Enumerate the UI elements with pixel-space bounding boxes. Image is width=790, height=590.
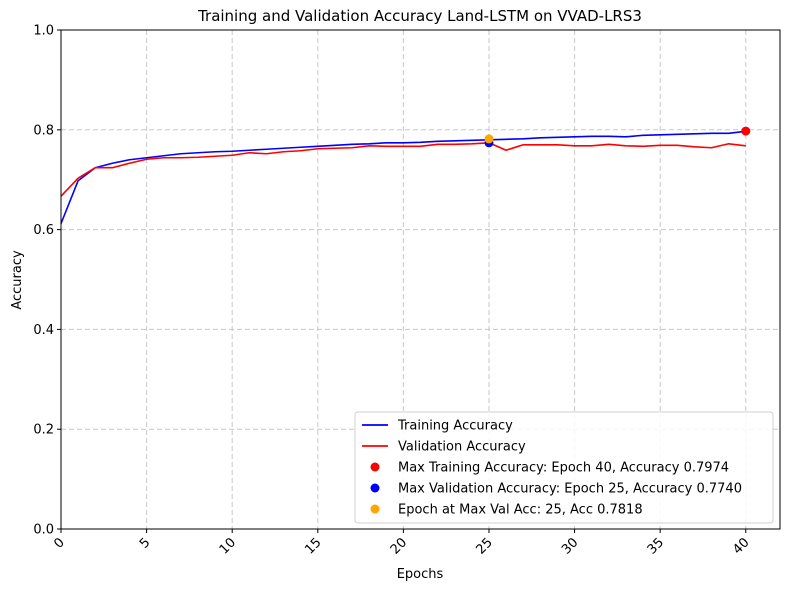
y-tick-label: 0.8	[33, 123, 54, 138]
x-tick-label: 30	[559, 535, 581, 557]
legend-label: Max Validation Accuracy: Epoch 25, Accur…	[398, 482, 742, 497]
series-lines	[60, 130, 746, 224]
x-axis-title: Epochs	[397, 567, 444, 582]
y-tick-label: 0.0	[33, 523, 54, 538]
x-tick-label: 10	[217, 535, 239, 557]
plot-frame	[60, 29, 781, 530]
x-tick-label: 5	[137, 535, 153, 551]
chart-title: Training and Validation Accuracy Land-LS…	[197, 7, 642, 25]
grid	[60, 30, 780, 529]
marker-point-0	[741, 126, 751, 136]
y-axis-ticks: 0.0 0.2 0.4 0.6 0.8 1.0	[33, 24, 61, 538]
y-tick-label: 0.6	[33, 223, 54, 238]
y-tick-label: 1.0	[33, 24, 54, 39]
x-tick-label: 25	[473, 535, 495, 557]
x-axis-ticks: 0 5 10 15 20 25 30 35 40	[51, 529, 753, 558]
legend-label: Validation Accuracy	[398, 440, 526, 455]
series-line-0	[60, 130, 746, 224]
y-tick-label: 0.4	[33, 323, 54, 338]
legend-label: Max Training Accuracy: Epoch 40, Accurac…	[398, 461, 729, 476]
legend-swatch-dot	[370, 462, 380, 472]
y-axis-title: Accuracy	[10, 250, 25, 310]
legend-swatch-dot	[370, 504, 380, 514]
highlight-markers	[484, 126, 751, 148]
legend-label: Epoch at Max Val Acc: 25, Acc 0.7818	[398, 503, 643, 518]
legend-swatch-dot	[370, 483, 380, 493]
legend-label: Training Accuracy	[397, 419, 513, 434]
x-tick-label: 0	[51, 535, 67, 551]
marker-point-2	[484, 134, 494, 144]
x-tick-label: 40	[730, 535, 752, 557]
y-tick-label: 0.2	[33, 423, 54, 438]
x-tick-label: 35	[645, 535, 667, 557]
legend-box	[354, 411, 774, 524]
legend: Training Accuracy Validation Accuracy Max …	[354, 411, 774, 524]
x-tick-label: 15	[302, 535, 324, 557]
x-tick-label: 20	[388, 535, 410, 557]
series-line-1	[60, 141, 746, 197]
